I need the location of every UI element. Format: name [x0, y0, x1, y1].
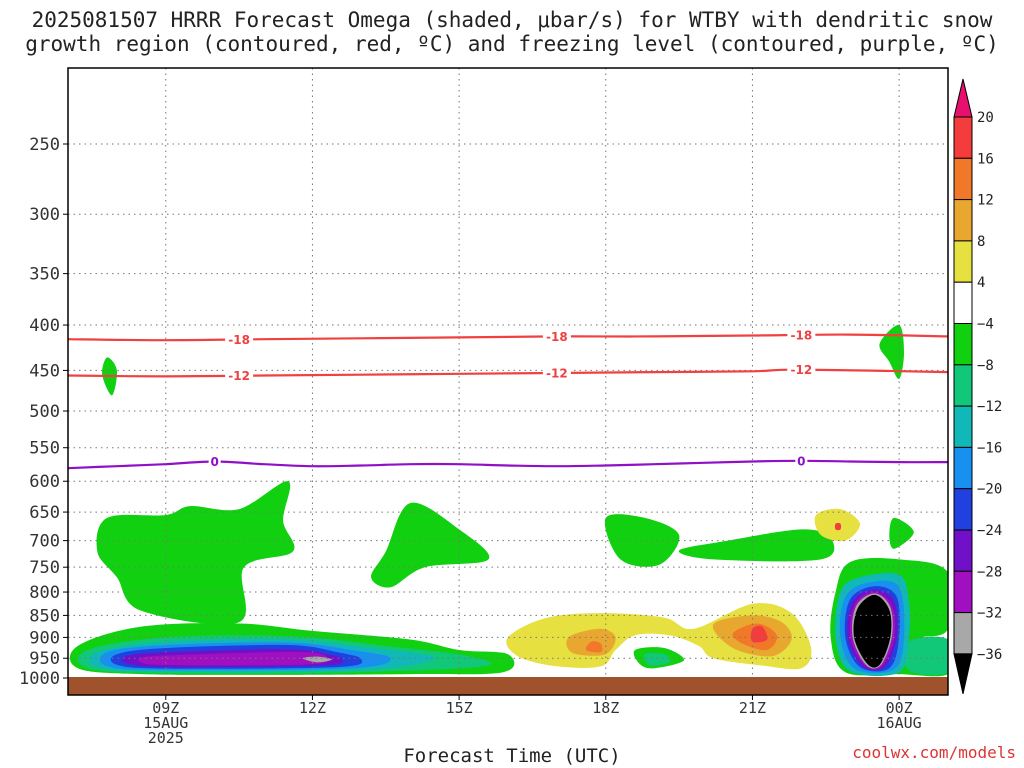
- contour-label-0-0: 0: [210, 455, 218, 469]
- colorbar-label-4: 4: [977, 275, 985, 291]
- omega-region-neg4-to-neg8-1: [96, 481, 295, 625]
- y-tick-label-450: 450: [29, 361, 60, 381]
- omega-region-neg8-to-neg12-11: [904, 636, 948, 676]
- y-tick-label-500: 500: [29, 402, 60, 422]
- contour-label-bg--18-1: [542, 329, 571, 344]
- omega-region-neg4-to-neg8-6: [889, 517, 914, 549]
- colorbar-label-12: −32: [977, 606, 1002, 622]
- y-axis: 2503003504004505005506006507007508008509…: [19, 135, 68, 689]
- y-tick-label-700: 700: [29, 532, 60, 552]
- colorbar-swatch-9: [953, 446, 973, 490]
- colorbar-label-2: 12: [977, 193, 994, 209]
- x-tick-label-0-1: 15AUG: [143, 714, 188, 732]
- x-tick-label-15-1: 16AUG: [877, 714, 922, 732]
- grid: [68, 68, 948, 677]
- chart-title-line-2: growth region (contoured, red, ºC) and f…: [25, 32, 999, 56]
- colorbar-swatch-11: [953, 529, 973, 572]
- plot-frame: [67, 67, 949, 696]
- colorbar-swatch-4: [953, 240, 973, 283]
- y-tick-label-650: 650: [29, 503, 60, 523]
- colorbar-label-7: −12: [977, 399, 1002, 415]
- contour-label--18-1: -18: [546, 330, 568, 344]
- colorbar-top-arrow: [953, 78, 973, 118]
- omega-region-neg8-to-neg12-12: [644, 652, 671, 666]
- x-axis-title: Forecast Time (UTC): [403, 745, 621, 767]
- x-tick-label-3-0: 12Z: [299, 699, 326, 717]
- contour-label-bg-0-1: [795, 453, 808, 468]
- colorbar-label-9: −20: [977, 482, 1002, 498]
- y-tick-label-750: 750: [29, 558, 60, 578]
- x-tick-label-0-0: 09Z: [152, 699, 179, 717]
- colorbar-bottom-arrow: [953, 653, 973, 695]
- omega-region-neg4-to-neg8-3: [604, 514, 680, 567]
- ground-surface: [68, 677, 948, 695]
- contour-label--12-1: -12: [546, 366, 568, 380]
- omega-region-16-to-20-25: [750, 625, 768, 643]
- contours: -18 -18 -18 -12 -12 -12 0 0: [67, 328, 949, 470]
- colorbar-label-5: −4: [977, 317, 994, 333]
- y-tick-label-850: 850: [29, 606, 60, 626]
- contour-label--12-0: -12: [228, 369, 250, 383]
- colorbar-swatch-7: [953, 364, 973, 407]
- credit-link[interactable]: coolwx.com/models: [852, 743, 1016, 762]
- colorbar-label-8: −16: [977, 440, 1002, 456]
- x-tick-label-15-0: 00Z: [886, 699, 913, 717]
- x-tick-label-12-0: 21Z: [739, 699, 766, 717]
- colorbar-label-3: 8: [977, 234, 985, 250]
- colorbar-label-11: −28: [977, 564, 1002, 580]
- y-tick-label-800: 800: [29, 583, 60, 603]
- omega-region-neg28-to-neg32-17: [138, 651, 328, 666]
- colorbar-swatch-2: [953, 157, 973, 201]
- colorbar: 20 16 12 8 4 −4 −8 −12 −16 −20 −24 −28 −32 −36: [953, 78, 1002, 695]
- y-tick-label-350: 350: [29, 265, 60, 285]
- contour-label--18-2: -18: [790, 329, 812, 343]
- colorbar-label-0: 20: [977, 110, 994, 126]
- colorbar-label-13: −36: [977, 647, 1002, 663]
- colorbar-swatch-5: [953, 281, 973, 325]
- contour-label--12-2: -12: [790, 363, 812, 377]
- x-tick-label-0-2: 2025: [148, 729, 184, 747]
- colorbar-swatch-3: [953, 199, 973, 242]
- contour-label--18-0: -18: [228, 333, 250, 347]
- y-tick-label-600: 600: [29, 472, 60, 492]
- colorbar-swatch-1: [953, 116, 973, 159]
- omega-region-neg4-to-neg8-4: [678, 529, 835, 562]
- contour-label-bg--12-2: [787, 362, 816, 377]
- colorbar-swatch-6: [953, 323, 973, 366]
- contour-label-bg--12-0: [225, 368, 254, 383]
- contour-label-bg--18-0: [225, 332, 254, 347]
- x-tick-label-9-0: 18Z: [592, 699, 619, 717]
- omega-region-neg4-to-neg8-5: [879, 324, 904, 380]
- colorbar-swatch-13: [953, 612, 973, 655]
- contour-line--12: [67, 368, 949, 378]
- colorbar-swatch-10: [953, 488, 973, 531]
- contour-label-bg--12-1: [542, 365, 571, 380]
- y-tick-label-900: 900: [29, 628, 60, 648]
- omega-region-16-to-20-26: [834, 523, 842, 531]
- y-tick-label-300: 300: [29, 205, 60, 225]
- x-tick-label-6-0: 15Z: [446, 699, 473, 717]
- omega-region-12-to-16-23: [585, 641, 603, 653]
- y-tick-label-1000: 1000: [19, 669, 60, 689]
- contour-label-bg-0-0: [208, 454, 221, 469]
- colorbar-label-1: 16: [977, 151, 994, 167]
- omega-region-lt-neg36-33: [853, 594, 892, 668]
- contour-label-bg--18-2: [787, 328, 816, 343]
- chart-title: 2025081507 HRRR Forecast Omega (shaded, …: [0, 8, 1024, 56]
- chart-title-line-1: 2025081507 HRRR Forecast Omega (shaded, …: [31, 8, 993, 32]
- colorbar-swatch-12: [953, 570, 973, 614]
- colorbar-swatch-8: [953, 405, 973, 448]
- y-tick-label-950: 950: [29, 649, 60, 669]
- colorbar-label-6: −8: [977, 358, 994, 374]
- omega-region-neg4-to-neg8-2: [371, 502, 490, 588]
- y-tick-label-250: 250: [29, 135, 60, 155]
- contour-label-0-1: 0: [797, 454, 805, 468]
- y-tick-label-400: 400: [29, 316, 60, 336]
- colorbar-label-10: −24: [977, 523, 1002, 539]
- y-tick-label-550: 550: [29, 439, 60, 459]
- omega-shading: [69, 324, 948, 677]
